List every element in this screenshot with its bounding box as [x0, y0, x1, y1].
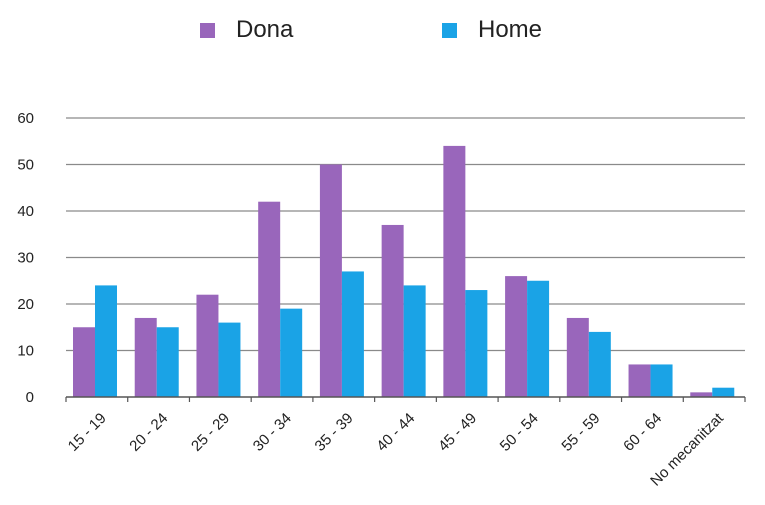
legend-label-home: Home	[478, 16, 542, 43]
y-tick-label-50: 50	[17, 157, 34, 174]
bars	[73, 145, 735, 397]
legend: Dona Home	[200, 16, 542, 43]
bar-home-3	[280, 308, 303, 397]
bar-dona-9	[628, 364, 651, 397]
axes	[65, 396, 746, 402]
bar-home-7	[527, 280, 550, 397]
y-tick-label-40: 40	[17, 203, 34, 220]
legend-swatch-home	[442, 23, 457, 38]
bar-dona-8	[566, 317, 589, 397]
x-tick-label-8: 55 - 59	[558, 410, 603, 455]
y-tick-label-10: 10	[17, 343, 34, 360]
bar-home-0	[95, 285, 117, 397]
bar-home-5	[403, 285, 426, 397]
bar-home-4	[341, 271, 364, 397]
y-tick-label-0: 0	[26, 389, 34, 406]
x-tick-label-0: 15 - 19	[65, 410, 110, 455]
x-tick-label-4: 35 - 39	[312, 410, 357, 455]
bar-dona-6	[443, 145, 466, 397]
y-tick-labels: 0 10 20 30 40 50 60	[17, 110, 34, 406]
gridlines	[66, 117, 745, 352]
bar-dona-1	[134, 317, 157, 397]
x-tick-label-9: 60 - 64	[620, 410, 665, 455]
bar-home-8	[588, 331, 611, 397]
x-tick-labels: 15 - 19 20 - 24 25 - 29 30 - 34 35 - 39 40 - …	[65, 409, 728, 489]
y-tick-label-60: 60	[17, 110, 34, 127]
bar-home-6	[465, 290, 488, 397]
x-tick-label-5: 40 - 44	[373, 410, 418, 455]
legend-label-dona: Dona	[236, 16, 294, 43]
x-tick-label-7: 50 - 54	[497, 410, 542, 455]
bar-home-2	[218, 322, 241, 397]
bar-home-10	[712, 387, 735, 397]
y-tick-label-20: 20	[17, 296, 34, 313]
x-tick-label-3: 30 - 34	[250, 410, 295, 455]
bar-dona-10	[690, 392, 713, 397]
x-tick-label-6: 45 - 49	[435, 410, 480, 455]
bar-dona-5	[381, 224, 404, 397]
bar-dona-4	[319, 164, 342, 397]
y-tick-label-30: 30	[17, 250, 34, 267]
x-tick-label-2: 25 - 29	[188, 410, 233, 455]
bar-home-9	[650, 364, 673, 397]
bar-dona-3	[258, 201, 281, 397]
bar-home-1	[156, 327, 179, 397]
bar-dona-2	[196, 294, 219, 397]
bar-dona-7	[505, 276, 528, 397]
bar-dona-0	[73, 327, 95, 397]
legend-swatch-dona	[200, 23, 215, 38]
x-tick-label-1: 20 - 24	[126, 410, 171, 455]
